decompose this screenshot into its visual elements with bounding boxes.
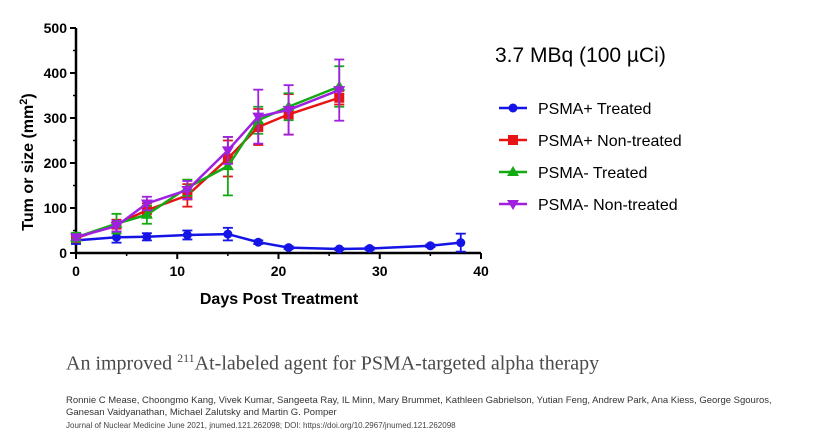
data-point bbox=[140, 199, 153, 210]
legend-marker bbox=[508, 135, 518, 145]
legend-label: PSMA- Treated bbox=[538, 165, 647, 182]
legend-label: PSMA- Non-treated bbox=[538, 197, 678, 214]
y-tick-label: 0 bbox=[59, 245, 67, 261]
data-point bbox=[142, 232, 152, 242]
x-tick-label: 10 bbox=[169, 263, 185, 279]
y-tick-label: 400 bbox=[44, 65, 68, 81]
y-axis-title: Tum or size (mm2) bbox=[18, 93, 37, 230]
series-line bbox=[75, 96, 340, 240]
data-point bbox=[365, 244, 375, 253]
x-tick-label: 0 bbox=[72, 263, 80, 279]
x-tick-label: 20 bbox=[271, 263, 287, 279]
series-1 bbox=[71, 226, 466, 254]
data-point bbox=[182, 230, 192, 240]
journal-reference: Journal of Nuclear Medicine June 2021, j… bbox=[66, 421, 456, 430]
legend-label: PSMA+ Non-treated bbox=[538, 133, 682, 150]
legend-marker bbox=[507, 200, 519, 210]
data-point bbox=[221, 146, 234, 157]
data-point bbox=[110, 222, 123, 232]
data-point bbox=[456, 238, 466, 248]
chart-title: 3.7 MBq (100 µCi) bbox=[495, 44, 666, 67]
paper-title: An improved 211At-labeled agent for PSMA… bbox=[66, 351, 600, 375]
series-line bbox=[75, 88, 340, 239]
legend-label: PSMA+ Treated bbox=[538, 101, 651, 118]
data-point bbox=[253, 237, 263, 247]
data-point bbox=[140, 208, 153, 219]
data-point bbox=[252, 112, 265, 123]
series-4 bbox=[70, 58, 346, 244]
y-tick-label: 100 bbox=[44, 200, 68, 216]
data-point bbox=[181, 186, 194, 196]
x-axis-title: Days Post Treatment bbox=[200, 291, 359, 308]
series-3 bbox=[70, 65, 346, 243]
x-tick-label: 40 bbox=[473, 263, 489, 279]
y-tick-label: 300 bbox=[44, 110, 68, 126]
data-point bbox=[112, 232, 121, 242]
data-point bbox=[223, 229, 233, 239]
data-point bbox=[284, 243, 294, 253]
data-point bbox=[282, 105, 295, 116]
legend-marker bbox=[508, 103, 518, 113]
y-tick-label: 500 bbox=[44, 20, 68, 36]
data-point bbox=[221, 160, 234, 171]
series-line bbox=[75, 232, 461, 251]
y-tick-label: 200 bbox=[44, 155, 68, 171]
legend: PSMA+ Treated PSMA+ Non-treated PSMA- Trea… bbox=[499, 101, 682, 214]
data-point bbox=[334, 244, 344, 254]
data-point bbox=[425, 241, 435, 251]
x-tick-label: 30 bbox=[372, 263, 388, 279]
data-point bbox=[70, 233, 82, 244]
author-list: Ronnie C Mease, Choongmo Kang, Vivek Kum… bbox=[66, 395, 772, 418]
data-point bbox=[333, 86, 346, 97]
legend-marker bbox=[507, 166, 519, 176]
